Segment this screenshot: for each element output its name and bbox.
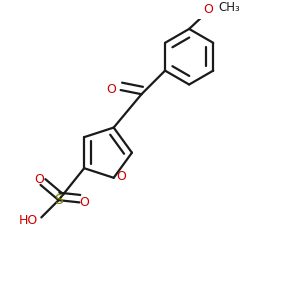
Text: S: S [54,193,63,207]
Text: O: O [80,196,89,209]
Text: HO: HO [19,214,38,227]
Text: O: O [116,170,126,183]
Text: O: O [34,173,44,186]
Text: O: O [106,83,116,96]
Text: CH₃: CH₃ [218,1,240,14]
Text: O: O [204,3,214,16]
